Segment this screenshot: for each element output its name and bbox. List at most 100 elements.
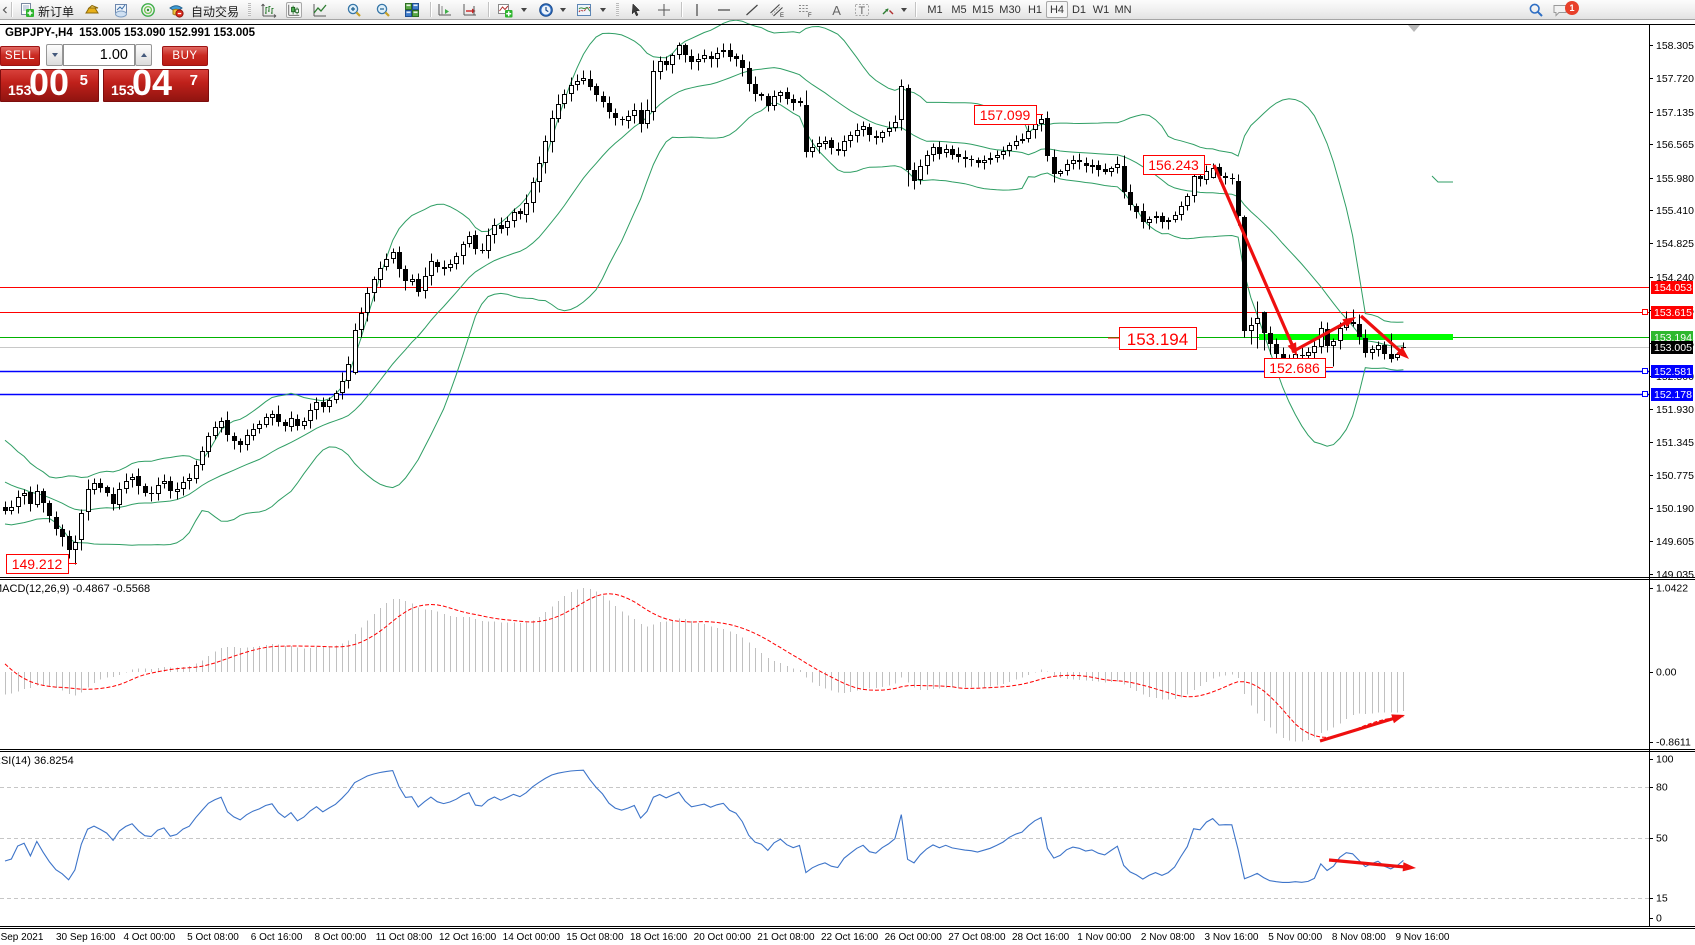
candle-86[interactable] <box>550 118 555 142</box>
candle-98[interactable] <box>626 116 631 121</box>
candle-132[interactable] <box>842 141 847 151</box>
candle-16[interactable] <box>105 487 110 493</box>
candle-192[interactable] <box>1223 176 1228 178</box>
candle-20[interactable] <box>130 477 135 480</box>
candle-41[interactable] <box>264 417 269 425</box>
candle-116[interactable] <box>740 60 745 68</box>
candle-187[interactable] <box>1192 176 1197 196</box>
notification-badge[interactable]: 1 <box>1565 1 1579 15</box>
indicators-dropdown-caret[interactable] <box>521 8 527 12</box>
candle-53[interactable] <box>340 381 345 393</box>
line-handle[interactable] <box>1642 309 1648 315</box>
candle-82[interactable] <box>524 203 529 215</box>
indicators-icon[interactable] <box>497 2 513 18</box>
candle-128[interactable] <box>817 143 822 147</box>
candle-190[interactable] <box>1211 168 1216 178</box>
candle-60[interactable] <box>384 259 389 267</box>
candle-134[interactable] <box>855 130 860 136</box>
timeframe-button-W1[interactable]: W1 <box>1092 3 1110 16</box>
volume-decrease-button[interactable] <box>46 44 63 66</box>
candle-119[interactable] <box>759 94 764 96</box>
candle-196[interactable] <box>1249 325 1254 331</box>
candle-1[interactable] <box>9 507 14 511</box>
candle-72[interactable] <box>461 244 466 256</box>
candle-158[interactable] <box>1007 145 1012 151</box>
candle-110[interactable] <box>702 55 707 59</box>
chart-shift-icon[interactable] <box>437 2 453 18</box>
text-tool-icon[interactable]: A <box>829 2 845 18</box>
candle-109[interactable] <box>696 59 701 62</box>
candle-25[interactable] <box>162 481 167 484</box>
candle-26[interactable] <box>168 481 173 491</box>
candle-108[interactable] <box>689 56 694 62</box>
candle-79[interactable] <box>505 221 510 228</box>
timeframe-button-H4[interactable]: H4 <box>1046 1 1068 18</box>
candle-220[interactable] <box>1401 347 1406 348</box>
candle-101[interactable] <box>645 110 650 124</box>
price-badge-152.178[interactable] <box>1651 388 1693 401</box>
candle-114[interactable] <box>728 50 733 57</box>
candle-199[interactable] <box>1268 333 1273 344</box>
candle-130[interactable] <box>829 140 834 148</box>
toolbar-grip[interactable] <box>248 3 251 16</box>
candle-12[interactable] <box>79 513 84 540</box>
candle-139[interactable] <box>887 128 892 132</box>
candle-62[interactable] <box>397 252 402 269</box>
candle-173[interactable] <box>1103 169 1108 172</box>
fibonacci-tool-icon[interactable]: F <box>797 2 813 18</box>
zoom-out-icon[interactable] <box>375 2 391 18</box>
candle-88[interactable] <box>562 94 567 104</box>
candle-3[interactable] <box>22 493 27 496</box>
candle-96[interactable] <box>613 113 618 118</box>
candle-77[interactable] <box>492 225 497 235</box>
candle-176[interactable] <box>1122 166 1127 192</box>
equidistant-channel-tool-icon[interactable]: E <box>769 2 785 18</box>
candle-71[interactable] <box>454 256 459 264</box>
candle-76[interactable] <box>486 235 491 251</box>
candle-14[interactable] <box>92 483 97 490</box>
candle-45[interactable] <box>289 418 294 427</box>
candle-42[interactable] <box>270 414 275 418</box>
toolbar-grip[interactable] <box>616 3 619 16</box>
timeframes-dropdown-caret[interactable] <box>560 8 566 12</box>
trend-arrow-5[interactable] <box>1328 858 1408 869</box>
candle-124[interactable] <box>791 99 796 103</box>
candle-133[interactable] <box>848 135 853 141</box>
candle-70[interactable] <box>448 264 453 268</box>
candle-120[interactable] <box>766 96 771 106</box>
sell-price-box[interactable]: 153 00 5 <box>0 62 99 103</box>
candle-54[interactable] <box>346 364 351 381</box>
timeframe-button-M30[interactable]: M30 <box>999 3 1021 16</box>
trend-arrow-1[interactable] <box>1212 164 1295 349</box>
candle-161[interactable] <box>1026 131 1031 139</box>
candle-37[interactable] <box>238 441 243 445</box>
candle-51[interactable] <box>327 400 332 407</box>
candle-143[interactable] <box>912 170 917 181</box>
candle-52[interactable] <box>334 393 339 400</box>
line-handle[interactable] <box>1642 391 1648 397</box>
candle-5[interactable] <box>35 491 40 505</box>
candle-43[interactable] <box>276 414 281 422</box>
candle-2[interactable] <box>16 497 21 507</box>
candle-83[interactable] <box>531 182 536 203</box>
candle-6[interactable] <box>41 491 46 503</box>
timeframe-button-MN[interactable]: MN <box>1114 3 1132 16</box>
candle-57[interactable] <box>365 293 370 313</box>
candle-105[interactable] <box>670 55 675 65</box>
candle-217[interactable] <box>1382 345 1387 354</box>
candle-194[interactable] <box>1236 181 1241 216</box>
candle-179[interactable] <box>1141 211 1146 222</box>
candle-13[interactable] <box>86 489 91 512</box>
arrows-dropdown-caret[interactable] <box>901 8 907 12</box>
line-handle[interactable] <box>1642 368 1648 374</box>
candle-11[interactable] <box>73 542 78 550</box>
candle-135[interactable] <box>861 126 866 130</box>
candle-142[interactable] <box>906 88 911 170</box>
candle-68[interactable] <box>435 262 440 267</box>
vertical-line-tool-icon[interactable] <box>689 2 705 18</box>
candle-8[interactable] <box>54 517 59 529</box>
candle-137[interactable] <box>874 136 879 138</box>
candle-103[interactable] <box>658 61 663 72</box>
price-badge-153.005[interactable] <box>1651 341 1693 354</box>
timeframe-button-D1[interactable]: D1 <box>1071 3 1087 16</box>
